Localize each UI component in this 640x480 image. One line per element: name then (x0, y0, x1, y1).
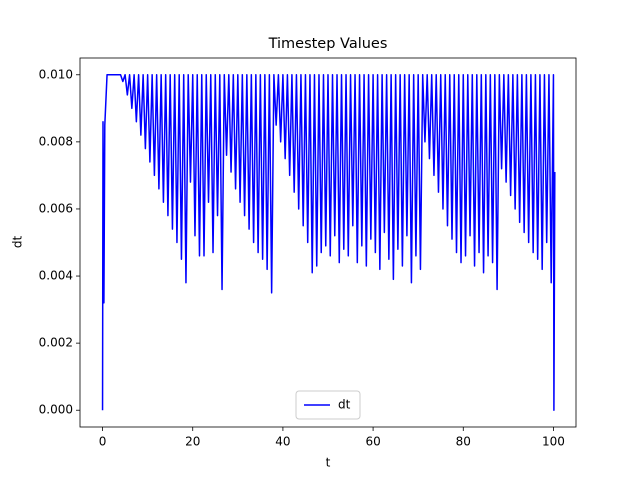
x-tick-label: 20 (185, 435, 200, 449)
y-axis-label: dt (11, 236, 25, 249)
x-tick-label: 60 (365, 435, 380, 449)
y-tick-label: 0.004 (39, 269, 73, 283)
data-line (101, 74, 556, 411)
y-tick-label: 0.000 (39, 403, 73, 417)
chart-title: Timestep Values (268, 36, 388, 52)
x-tick-label: 40 (275, 435, 290, 449)
y-tick-label: 0.010 (39, 67, 73, 81)
axes-frame (79, 57, 577, 428)
x-tick-label: 0 (99, 435, 107, 449)
x-tick-label: 80 (456, 435, 471, 449)
x-tick-label: 100 (542, 435, 565, 449)
legend: dt (295, 390, 361, 420)
y-tick-label: 0.002 (39, 336, 73, 350)
y-tick-label: 0.006 (39, 201, 73, 215)
legend-label: dt (338, 398, 351, 412)
x-axis-label: t (326, 456, 331, 470)
y-tick-label: 0.008 (39, 134, 73, 148)
